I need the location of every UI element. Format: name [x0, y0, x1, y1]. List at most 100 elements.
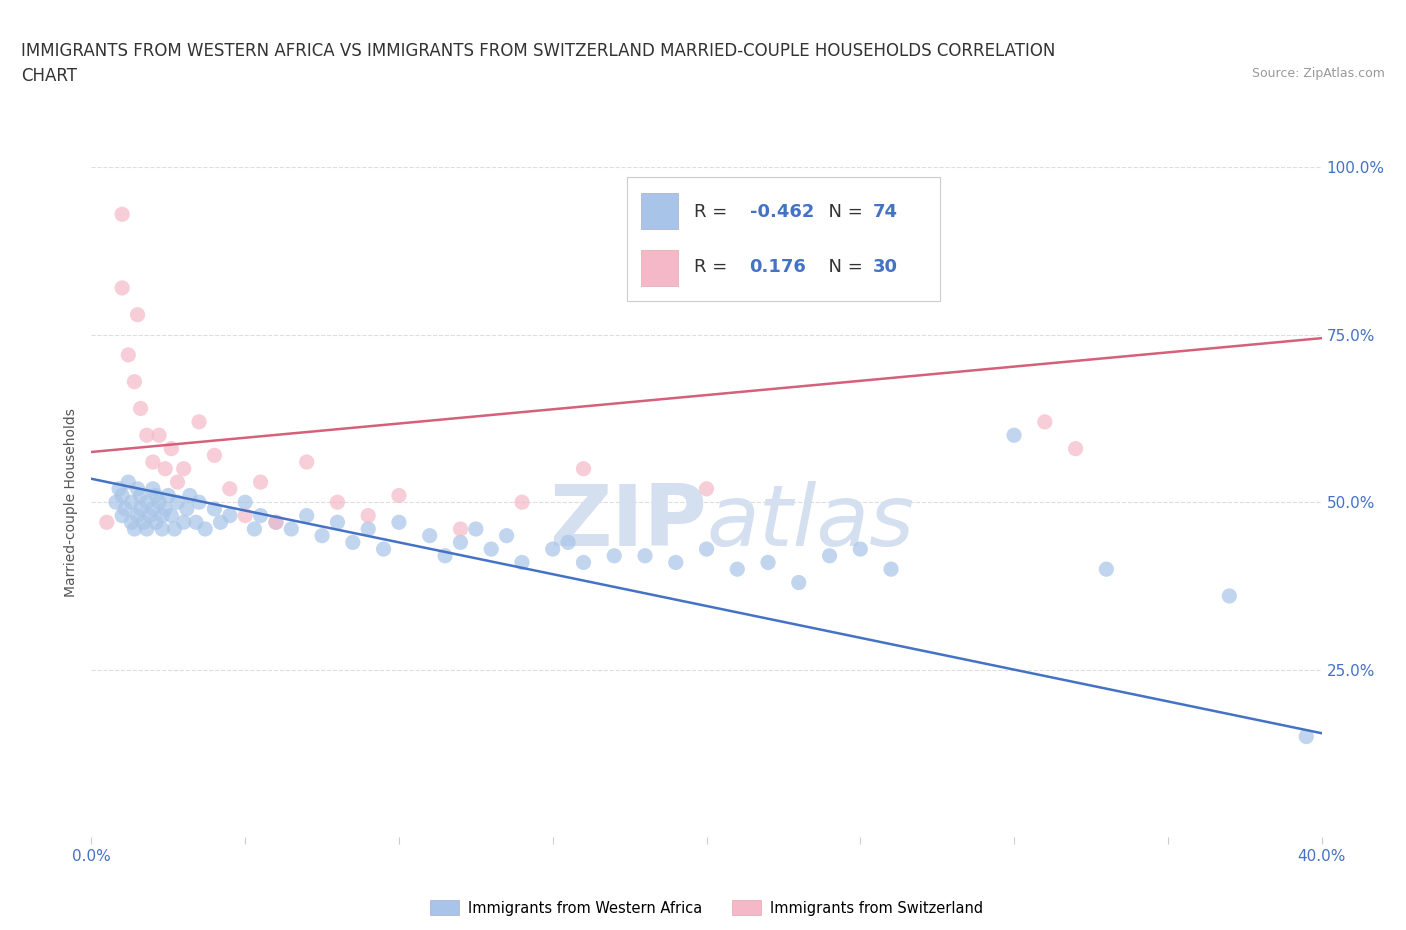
Point: [179, 488, 201, 503]
Point: [124, 374, 146, 389]
Point: [696, 541, 718, 556]
Point: [176, 501, 198, 516]
Point: [264, 515, 287, 530]
Point: [572, 555, 595, 570]
Point: [249, 508, 271, 523]
Point: [849, 541, 872, 556]
Point: [129, 501, 152, 516]
Point: [326, 495, 349, 510]
Point: [787, 575, 810, 590]
Point: [818, 549, 841, 564]
Legend: Immigrants from Western Africa, Immigrants from Switzerland: Immigrants from Western Africa, Immigran…: [425, 895, 988, 922]
Point: [696, 482, 718, 497]
Point: [127, 307, 149, 322]
Point: [108, 482, 131, 497]
Y-axis label: Married-couple Households: Married-couple Households: [65, 407, 79, 597]
Point: [142, 455, 165, 470]
Point: [756, 555, 779, 570]
Point: [111, 281, 134, 296]
Point: [153, 501, 177, 516]
Point: [388, 515, 411, 530]
Point: [373, 541, 395, 556]
Point: [124, 522, 146, 537]
Point: [388, 488, 411, 503]
Point: [1033, 415, 1056, 430]
Point: [166, 495, 188, 510]
Point: [153, 461, 177, 476]
Point: [127, 482, 149, 497]
Point: [163, 522, 186, 537]
Point: [510, 555, 533, 570]
Point: [1295, 729, 1317, 744]
FancyBboxPatch shape: [641, 193, 678, 230]
Point: [495, 528, 517, 543]
Point: [135, 522, 157, 537]
Point: [557, 535, 579, 550]
Point: [111, 488, 134, 503]
Point: [464, 522, 486, 537]
Text: R =: R =: [695, 258, 733, 275]
Point: [665, 555, 688, 570]
Text: 0.176: 0.176: [749, 258, 807, 275]
Point: [188, 495, 211, 510]
Point: [243, 522, 266, 537]
Point: [295, 508, 318, 523]
Point: [479, 541, 502, 556]
FancyBboxPatch shape: [641, 249, 678, 286]
Point: [357, 508, 380, 523]
Point: [120, 515, 142, 530]
Text: 30: 30: [873, 258, 897, 275]
Point: [132, 515, 155, 530]
Point: [218, 508, 240, 523]
Point: [111, 508, 134, 523]
Point: [145, 515, 167, 530]
Point: [1002, 428, 1025, 443]
Point: [135, 495, 157, 510]
Point: [166, 474, 188, 489]
Point: [173, 515, 195, 530]
Point: [148, 428, 170, 443]
Point: [209, 515, 232, 530]
Point: [1064, 441, 1087, 456]
Point: [142, 501, 165, 516]
Text: N =: N =: [817, 203, 869, 221]
Point: [280, 522, 302, 537]
Text: ZIP: ZIP: [548, 481, 706, 564]
Point: [295, 455, 318, 470]
Point: [434, 549, 457, 564]
Text: IMMIGRANTS FROM WESTERN AFRICA VS IMMIGRANTS FROM SWITZERLAND MARRIED-COUPLE HOU: IMMIGRANTS FROM WESTERN AFRICA VS IMMIGR…: [21, 42, 1056, 60]
Point: [160, 441, 183, 456]
Point: [233, 495, 256, 510]
Point: [326, 515, 349, 530]
Point: [114, 501, 136, 516]
Text: 74: 74: [873, 203, 897, 221]
Text: -0.462: -0.462: [749, 203, 814, 221]
Point: [311, 528, 333, 543]
Point: [264, 515, 287, 530]
Point: [96, 515, 118, 530]
Point: [357, 522, 380, 537]
FancyBboxPatch shape: [627, 178, 941, 301]
Point: [117, 348, 139, 363]
Point: [117, 474, 139, 489]
Point: [603, 549, 626, 564]
Point: [725, 562, 748, 577]
Point: [142, 482, 165, 497]
Point: [449, 535, 471, 550]
Point: [148, 495, 170, 510]
Point: [342, 535, 364, 550]
Point: [510, 495, 533, 510]
Point: [194, 522, 217, 537]
Text: Source: ZipAtlas.com: Source: ZipAtlas.com: [1251, 67, 1385, 80]
Point: [1095, 562, 1118, 577]
Text: R =: R =: [695, 203, 733, 221]
Point: [173, 461, 195, 476]
Point: [150, 522, 173, 537]
Point: [541, 541, 564, 556]
Point: [135, 428, 157, 443]
Point: [129, 488, 152, 503]
Point: [188, 415, 211, 430]
Text: atlas: atlas: [706, 481, 914, 564]
Point: [572, 461, 595, 476]
Text: CHART: CHART: [21, 67, 77, 85]
